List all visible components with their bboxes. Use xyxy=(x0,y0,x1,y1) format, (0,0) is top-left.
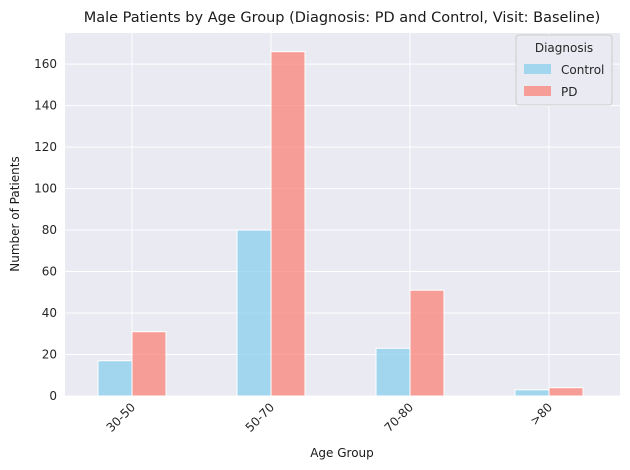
y-tick-label: 120 xyxy=(34,140,57,154)
legend-swatch-pd xyxy=(524,86,551,96)
y-tick-label: 0 xyxy=(49,389,57,403)
y-tick-label: 160 xyxy=(34,57,57,71)
bar-control xyxy=(236,229,272,397)
legend-label-control: Control xyxy=(561,63,604,77)
bars xyxy=(97,51,584,397)
bar-control xyxy=(514,389,550,397)
legend-swatch-control xyxy=(524,64,551,74)
legend: Diagnosis Control PD xyxy=(515,34,613,106)
bar-control xyxy=(97,360,133,397)
x-tick-label: 70-80 xyxy=(382,400,417,435)
y-tick-label: 60 xyxy=(42,265,57,279)
legend-title: Diagnosis xyxy=(535,41,593,55)
bar-pd xyxy=(548,387,584,397)
x-axis-ticks: 30-50 50-70 70-80 >80 xyxy=(104,400,556,435)
legend-label-pd: PD xyxy=(561,85,577,99)
y-tick-label: 40 xyxy=(42,306,57,320)
y-axis-label: Number of Patients xyxy=(8,156,22,271)
y-tick-label: 20 xyxy=(42,348,57,362)
x-axis-label: Age Group xyxy=(310,446,374,460)
y-tick-label: 80 xyxy=(42,223,57,237)
chart-title: Male Patients by Age Group (Diagnosis: P… xyxy=(84,10,601,26)
y-axis-ticks: 0 20 40 60 80 100 120 140 160 xyxy=(34,57,57,403)
x-tick-label: 30-50 xyxy=(104,400,139,435)
bar-pd xyxy=(270,51,306,397)
y-tick-label: 100 xyxy=(34,182,57,196)
bar-pd xyxy=(131,331,167,397)
y-tick-label: 140 xyxy=(34,99,57,113)
bar-control xyxy=(375,347,411,397)
x-tick-label: 50-70 xyxy=(243,400,278,435)
x-tick-label: >80 xyxy=(527,400,555,428)
bar-pd xyxy=(409,289,445,397)
